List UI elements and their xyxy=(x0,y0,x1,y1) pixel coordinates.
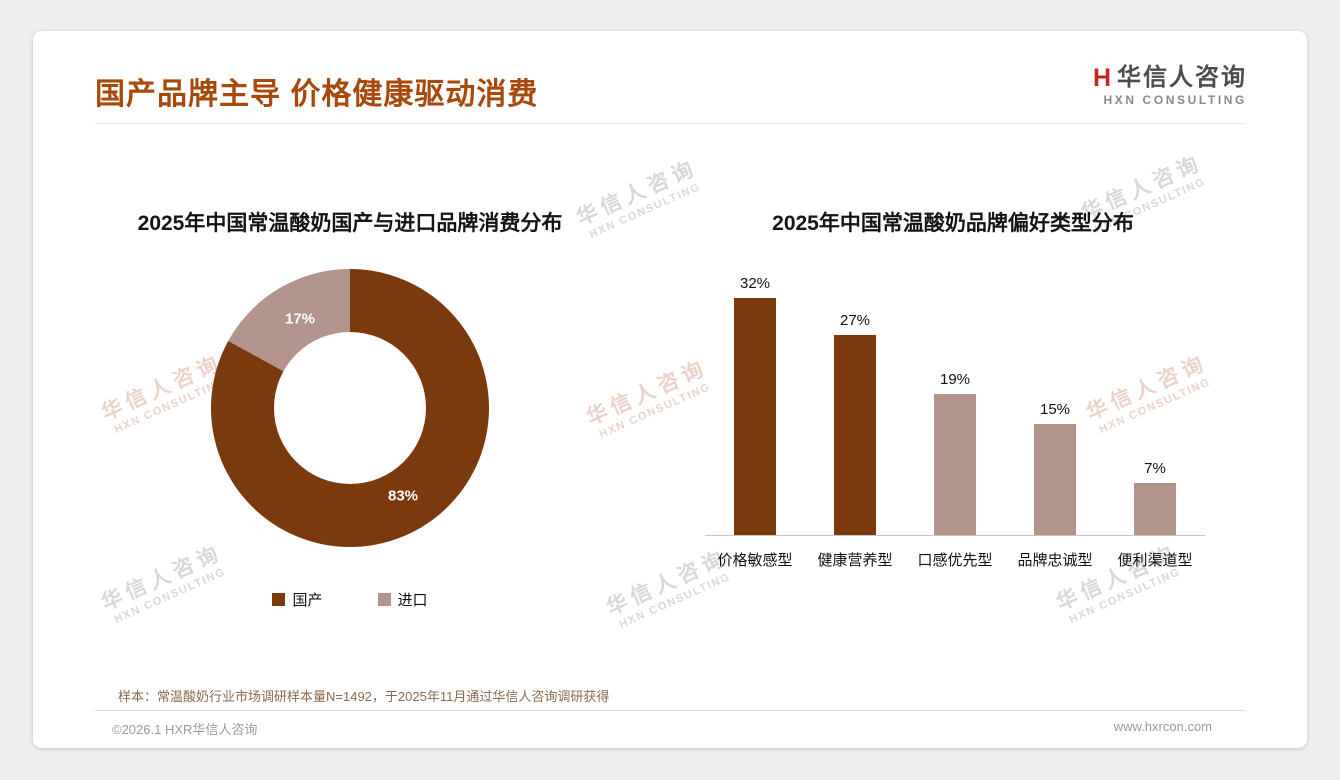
logo-mark-icon: H xyxy=(1092,63,1111,92)
bar-value-label: 15% xyxy=(1039,401,1071,418)
bar-column: 15% xyxy=(1005,401,1105,535)
bar-value-label: 32% xyxy=(739,275,771,293)
page-title: 国产品牌主导 价格健康驱动消费 xyxy=(95,78,539,111)
footer-copyright: ©2026.1 HXR华信人咨询 xyxy=(112,722,258,737)
watermark-text-en: HXN CONSULTING xyxy=(617,571,733,632)
bar xyxy=(1034,424,1076,535)
bar-value-label: 7% xyxy=(1144,460,1166,478)
donut-label-imported: 17% xyxy=(284,310,316,328)
legend-item-imported: 进口 xyxy=(377,589,428,610)
legend: 国产 进口 xyxy=(211,589,489,610)
company-logo: H 华信人咨询 HXN CONSULTING xyxy=(1092,63,1247,108)
footer-divider xyxy=(95,710,1245,711)
logo-name-cn: 华信人咨询 xyxy=(1117,64,1247,91)
footer: ©2026.1 HXR华信人咨询 www.hxrcon.com xyxy=(112,719,1212,738)
bar-category-label: 健康营养型 xyxy=(817,552,893,569)
bar-chart: 32% 27% 19% 15% 7% 价格敏感型 健康营养型 口感优先型 品牌忠诚型 便利渠道型 xyxy=(705,271,1205,570)
bar-category-label: 便利渠道型 xyxy=(1117,552,1193,569)
legend-item-domestic: 国产 xyxy=(272,589,323,610)
bar-categories: 价格敏感型 健康营养型 口感优先型 品牌忠诚型 便利渠道型 xyxy=(705,536,1205,570)
bar-category-label: 价格敏感型 xyxy=(717,552,793,569)
bar xyxy=(934,394,976,535)
bar-chart-title: 2025年中国常温酸奶品牌偏好类型分布 xyxy=(772,212,1134,235)
bar-category-label: 品牌忠诚型 xyxy=(1017,552,1093,569)
legend-swatch xyxy=(377,593,391,606)
watermark: 华信人咨询 HXN CONSULTING xyxy=(75,531,255,638)
bar xyxy=(734,298,776,535)
bar-column: 32% xyxy=(705,275,805,535)
donut-chart: 17% 83% xyxy=(211,269,489,547)
bar-plot: 32% 27% 19% 15% 7% xyxy=(705,271,1205,536)
legend-label: 进口 xyxy=(397,592,428,609)
slide: 华信人咨询 HXN CONSULTING 华信人咨询 HXN CONSULTIN… xyxy=(33,31,1307,748)
header-divider xyxy=(95,123,1245,124)
legend-swatch xyxy=(272,593,286,606)
legend-label: 国产 xyxy=(292,592,323,609)
watermark: 华信人咨询 HXN CONSULTING xyxy=(550,146,730,253)
bar-column: 19% xyxy=(905,371,1005,535)
footer-website: www.hxrcon.com xyxy=(1113,719,1212,734)
bar-value-label: 19% xyxy=(939,371,971,389)
sample-footnote: 样本：常温酸奶行业市场调研样本量N=1492，于2025年11月通过华信人咨询调… xyxy=(118,689,610,704)
bar-category-label: 口感优先型 xyxy=(917,552,993,569)
donut-hole xyxy=(274,332,426,484)
bar xyxy=(1134,483,1176,535)
donut-chart-title: 2025年中国常温酸奶国产与进口品牌消费分布 xyxy=(137,212,563,235)
logo-name-en: HXN CONSULTING xyxy=(1103,93,1247,108)
donut-label-domestic: 83% xyxy=(387,487,419,505)
bar-column: 27% xyxy=(805,312,905,535)
bar-column: 7% xyxy=(1105,460,1205,535)
bar-value-label: 27% xyxy=(839,312,871,330)
bar xyxy=(834,335,876,535)
